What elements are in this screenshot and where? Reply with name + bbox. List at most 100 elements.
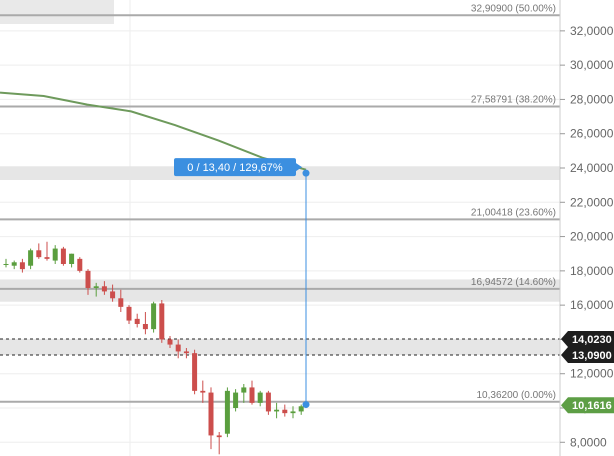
candle (142, 312, 148, 335)
shaded-zone (0, 339, 560, 356)
measure-label-box (174, 158, 296, 177)
candle (257, 390, 263, 407)
measure-tool[interactable]: 0 / 13,40 / 129,67% (174, 158, 310, 409)
candle (290, 406, 296, 419)
candle (28, 248, 34, 270)
candle (216, 432, 222, 455)
candle-body (28, 250, 34, 266)
price-axis[interactable]: 8,000010,000012,000014,000016,000018,000… (559, 0, 614, 456)
candle (134, 313, 140, 328)
candle (11, 260, 17, 270)
candle (110, 284, 116, 302)
candle-body (216, 435, 222, 438)
candle (175, 339, 181, 359)
measure-handle-end[interactable] (302, 401, 310, 409)
candle-body (208, 392, 214, 436)
candle (298, 404, 304, 415)
candle-body (175, 344, 181, 352)
candle (52, 245, 58, 264)
grid (0, 0, 560, 456)
candle-body (142, 324, 148, 330)
candle (282, 404, 288, 417)
y-tick-label: 16,0000 (570, 298, 614, 312)
candle (224, 387, 230, 438)
candle-body (101, 286, 107, 292)
candle (118, 289, 124, 312)
price-tag-label: 10,1616 (572, 400, 612, 412)
candle-body (3, 264, 9, 265)
candle (36, 243, 42, 259)
price-tag-label: 13,0900 (572, 350, 612, 362)
measure-handle-start[interactable] (302, 169, 310, 177)
candle (192, 349, 198, 395)
candle-body (134, 318, 140, 324)
y-tick-label: 22,0000 (570, 195, 614, 209)
candle (85, 269, 91, 295)
candle-body (19, 262, 25, 270)
candle-body (69, 253, 75, 264)
candle-body (233, 392, 239, 408)
fibonacci-retracement[interactable]: 32,90900 (50.00%) 27,58791 (38.20%) 21,004… (0, 3, 560, 403)
candle (60, 246, 66, 266)
candle-body (274, 409, 280, 412)
candle-body (167, 339, 173, 345)
candle-body (241, 387, 247, 393)
candle-body (44, 257, 50, 259)
candle-body (282, 409, 288, 414)
fib-level-label: 27,58791 (38.20%) (471, 94, 556, 105)
candle (101, 281, 107, 295)
candle (3, 258, 9, 268)
price-tag-label: 14,0230 (572, 334, 612, 346)
y-tick-label: 12,0000 (570, 367, 614, 381)
candle (249, 380, 255, 405)
fib-level-label: 21,00418 (23.60%) (471, 207, 556, 218)
price-tags: 14,0230 13,0900 10,1616 (561, 331, 614, 414)
trend-line-path[interactable] (0, 91, 307, 171)
measure-label-pointer (296, 163, 302, 172)
y-tick-label: 28,0000 (570, 92, 614, 106)
candle (241, 384, 247, 403)
candle-body (151, 303, 157, 330)
candle (274, 402, 280, 419)
price-tag-box (561, 397, 614, 414)
fib-level-label: 16,94572 (14.60%) (471, 277, 556, 288)
axis-background (560, 0, 614, 456)
candle-body (110, 291, 116, 299)
candle-body (93, 286, 99, 288)
price-tag: 14,0230 (561, 331, 614, 348)
price-tag: 13,0900 (561, 347, 614, 364)
candle (69, 253, 75, 268)
candle-body (126, 306, 132, 321)
candle-body (265, 392, 271, 412)
candle (208, 387, 214, 450)
candle (233, 389, 239, 412)
y-tick-label: 18,0000 (570, 264, 614, 278)
candle (151, 301, 157, 333)
y-tick-label: 26,0000 (570, 127, 614, 141)
candle-body (11, 262, 17, 266)
candle (19, 258, 25, 273)
measure-label: 0 / 13,40 / 129,67% (187, 162, 283, 174)
candle-body (298, 406, 304, 412)
candle (159, 300, 165, 343)
candle-body (257, 392, 263, 403)
candle (77, 257, 83, 273)
top-left-shaded-area (0, 0, 114, 24)
fib-level-label: 10,36200 (0.00%) (476, 390, 556, 401)
shaded-zone (0, 279, 560, 302)
candle (200, 380, 206, 403)
price-tag-box (561, 347, 614, 364)
candle-body (183, 351, 189, 354)
zones (0, 166, 560, 356)
candle-body (85, 270, 91, 288)
candle-body (290, 411, 296, 414)
candle-body (60, 248, 66, 264)
candle-body (224, 390, 230, 434)
trend-line[interactable] (0, 91, 307, 171)
candle-body (200, 390, 206, 393)
y-tick-label: 8,0000 (570, 435, 607, 449)
y-tick-label: 30,0000 (570, 58, 614, 72)
y-tick-label: 32,0000 (570, 24, 614, 38)
